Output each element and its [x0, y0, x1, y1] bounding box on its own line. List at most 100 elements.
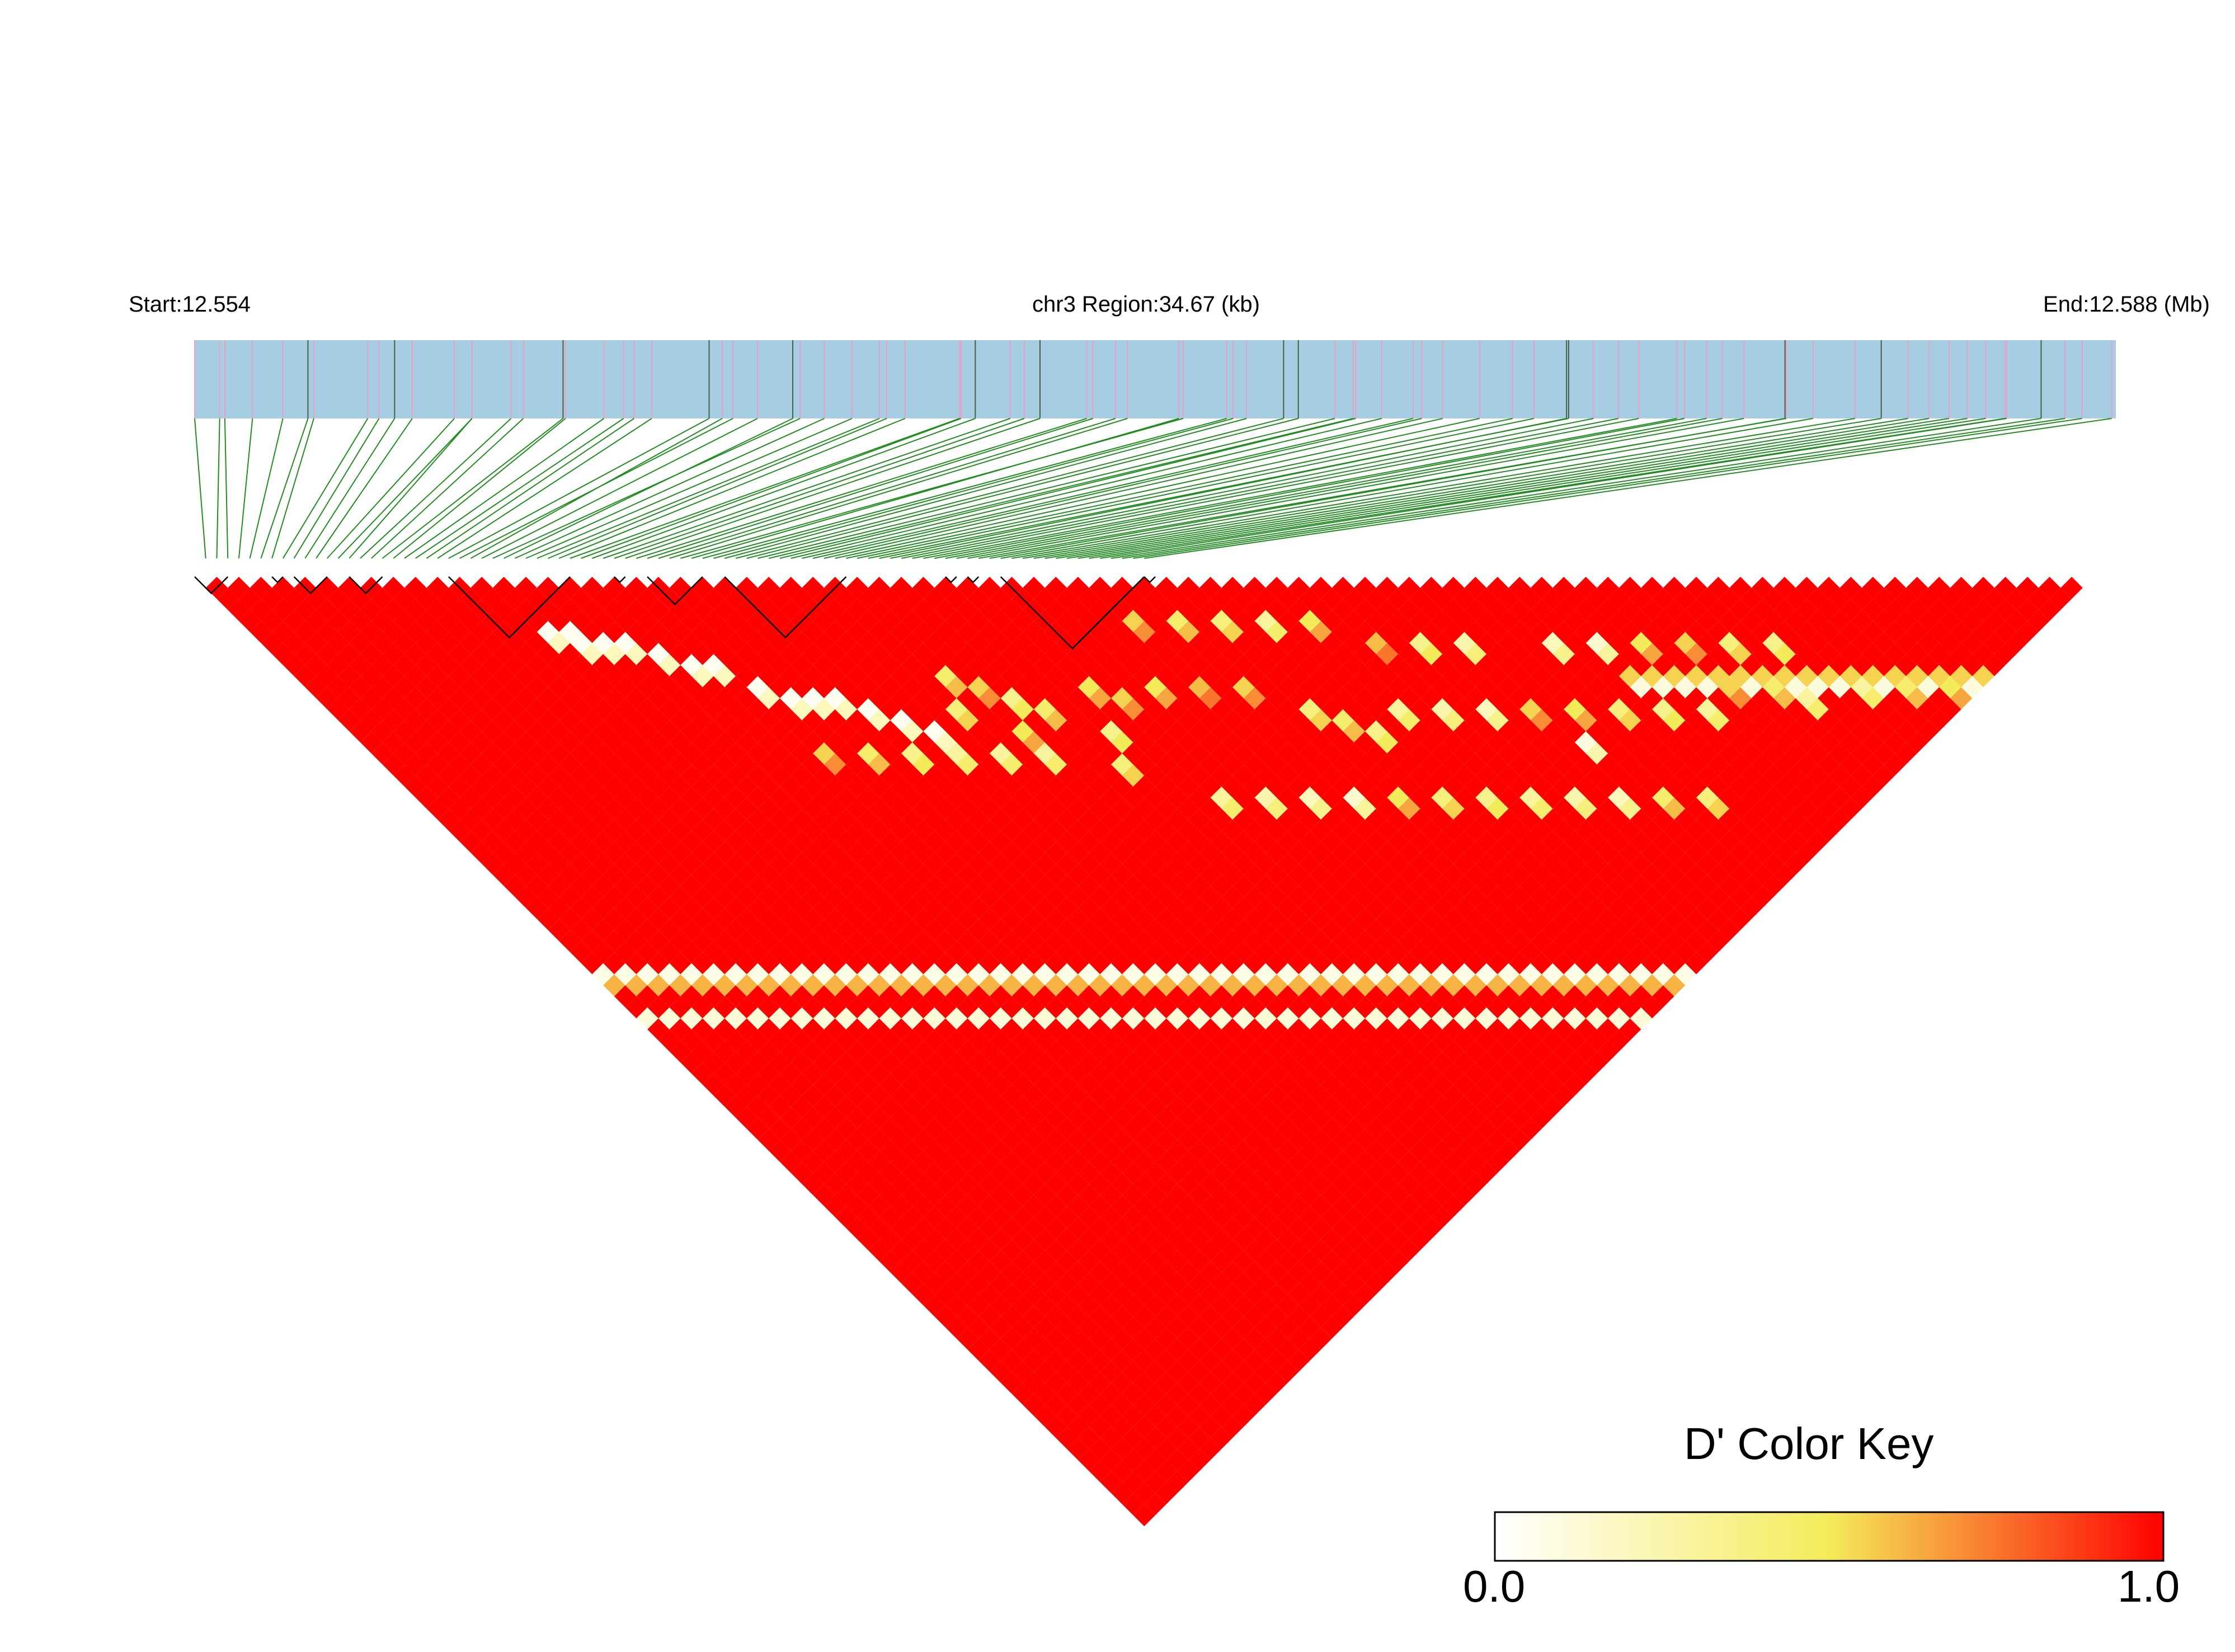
ld-cell — [1199, 1084, 1222, 1107]
ld-cell — [1122, 897, 1145, 919]
ld-cell — [1828, 720, 1851, 743]
ld-cell — [1420, 797, 1443, 820]
ld-cell — [1364, 853, 1387, 875]
ld-cell — [901, 632, 924, 655]
ld-cell — [1343, 1228, 1365, 1250]
ld-cell — [1674, 919, 1697, 942]
ld-cell — [1574, 841, 1597, 864]
ld-cell — [1122, 1471, 1145, 1494]
ld-cell — [1464, 1062, 1487, 1085]
ld-cell — [1277, 1338, 1299, 1361]
ld-cell — [1961, 654, 1984, 676]
ld-cell — [1287, 996, 1310, 1019]
ld-cell — [846, 577, 868, 599]
ld-cell — [1077, 720, 1100, 743]
ld-cell — [1155, 974, 1178, 996]
ld-cell — [945, 1294, 968, 1317]
ld-cell — [1044, 1040, 1067, 1063]
ld-cell — [1056, 1382, 1078, 1405]
ld-cell — [713, 687, 736, 709]
ld-cell — [1652, 698, 1674, 721]
ld-cell — [1133, 1040, 1155, 1063]
ld-cell — [1950, 599, 1973, 621]
ld-cell — [1376, 1107, 1399, 1129]
ld-cell — [1630, 897, 1653, 919]
ld-cell — [1795, 687, 1818, 709]
ld-cell — [250, 577, 272, 599]
ld-cell — [967, 720, 990, 743]
ld-cell — [1442, 1018, 1465, 1041]
ld-cell — [989, 1361, 1012, 1383]
ld-cell — [1574, 864, 1597, 886]
ld-cell — [1155, 1328, 1178, 1350]
ld-cell — [504, 742, 526, 765]
ld-cell — [1155, 1084, 1178, 1107]
ld-cell — [1331, 775, 1354, 798]
ld-cell — [1166, 985, 1189, 1008]
ld-cell — [1442, 577, 1465, 599]
ld-cell — [1597, 620, 1619, 643]
ld-cell — [1111, 577, 1133, 599]
snp-connector — [802, 418, 1414, 559]
snp-connector — [558, 418, 906, 559]
ld-cell — [1364, 610, 1387, 632]
ld-cell — [912, 1151, 935, 1173]
ld-cell — [1630, 786, 1653, 809]
ld-cell — [1895, 720, 1917, 743]
ld-cell — [1420, 820, 1443, 842]
ld-cell — [1409, 742, 1432, 765]
ld-cell — [1464, 974, 1487, 996]
ld-cell — [1895, 587, 1917, 610]
ld-cell — [1210, 1095, 1233, 1118]
ld-cell — [824, 1062, 846, 1085]
ld-cell — [1232, 1051, 1255, 1074]
ld-cell — [824, 731, 846, 754]
ld-cell — [746, 786, 769, 809]
ld-cell — [1585, 897, 1608, 919]
ld-cell — [1376, 577, 1399, 599]
ld-cell — [1552, 930, 1575, 953]
ld-cell — [1232, 1118, 1255, 1140]
ld-cell — [459, 698, 482, 721]
ld-cell — [1574, 687, 1597, 709]
ld-cell — [713, 996, 736, 1019]
ld-cell — [1364, 874, 1387, 897]
ld-cell — [1409, 985, 1432, 1008]
ld-cell — [1023, 1239, 1045, 1262]
ld-cell — [1729, 731, 1752, 754]
ld-cell — [448, 797, 471, 820]
ld-cell — [1751, 709, 1774, 732]
ld-cell — [1497, 1118, 1520, 1140]
ld-cell — [1442, 731, 1465, 754]
ld-cell — [912, 1283, 935, 1306]
ld-cell — [1784, 853, 1807, 875]
ld-cell — [1265, 952, 1288, 975]
ld-cell — [967, 1316, 990, 1339]
ld-cell — [824, 1151, 846, 1173]
ld-cell — [1210, 830, 1233, 853]
ld-cell — [956, 1283, 979, 1306]
ld-cell — [448, 731, 471, 754]
ld-cell — [1077, 1338, 1100, 1361]
ld-cell — [1685, 886, 1707, 909]
ld-cell — [1265, 1371, 1288, 1394]
ld-cell — [1331, 930, 1354, 953]
ld-cell — [1188, 1051, 1211, 1074]
ld-cell — [1044, 1283, 1067, 1306]
ld-cell — [1464, 820, 1487, 842]
ld-cell — [1751, 599, 1774, 621]
ld-cell — [746, 1074, 769, 1096]
ld-cell — [857, 786, 879, 809]
ld-cell — [1122, 1294, 1145, 1317]
ld-cell — [1089, 1305, 1112, 1328]
ld-cell — [934, 1239, 957, 1262]
ld-cell — [1387, 654, 1409, 676]
ld-cell — [1872, 654, 1895, 676]
ld-cell — [857, 963, 879, 986]
ld-cell — [448, 709, 471, 732]
ld-cell — [1729, 820, 1752, 842]
ld-cell — [1144, 742, 1166, 765]
ld-cell — [1387, 830, 1409, 853]
ld-cell — [1420, 577, 1443, 599]
ld-cell — [404, 577, 427, 599]
